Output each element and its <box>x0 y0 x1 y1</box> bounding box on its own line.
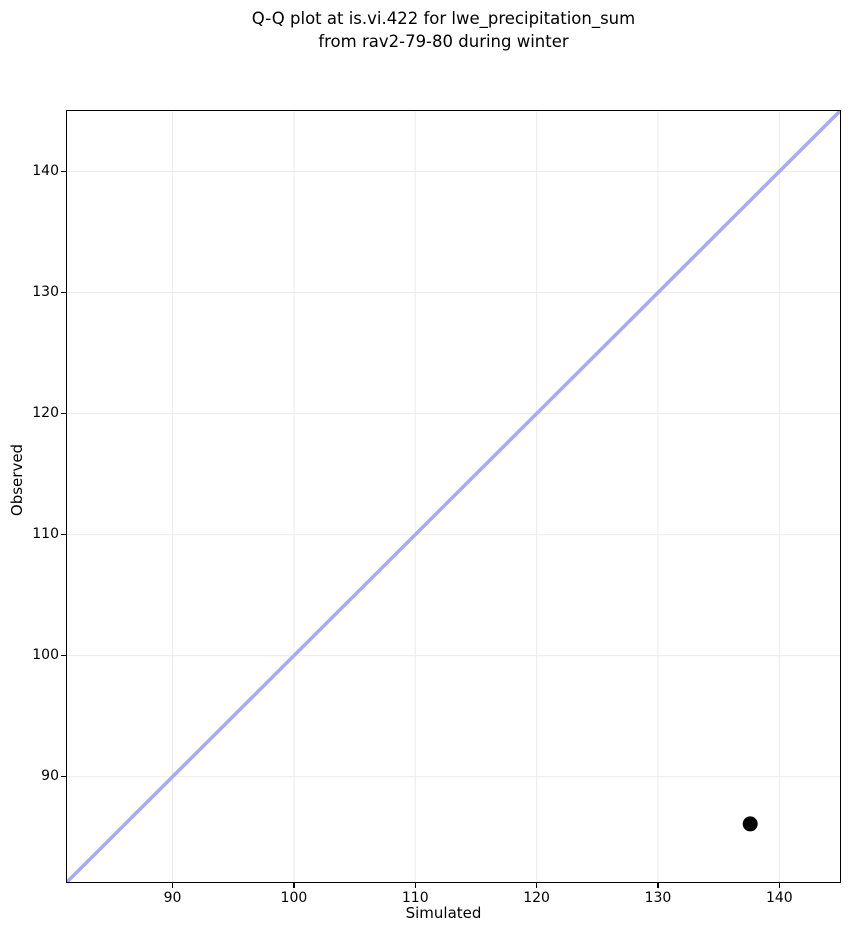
y-tick-mark <box>61 170 66 173</box>
chart-title-line-1: Q-Q plot at is.vi.422 for lwe_precipitat… <box>251 9 636 28</box>
x-tick-mark <box>171 883 174 888</box>
y-tick-mark <box>61 776 66 778</box>
plot-area <box>66 110 841 883</box>
y-tick-label: 130 <box>32 284 59 301</box>
x-tick-mark <box>536 883 538 888</box>
y-tick-mark <box>61 655 66 657</box>
x-tick-label: 130 <box>644 890 672 906</box>
chart-title: Q-Q plot at is.vi.422 for lwe_precipitat… <box>57 7 830 53</box>
y-tick-label: 120 <box>32 405 59 422</box>
x-tick-label: 100 <box>280 890 308 906</box>
y-tick-label: 100 <box>32 647 59 664</box>
chart-canvas <box>67 111 840 882</box>
x-tick-mark <box>293 883 295 888</box>
x-tick-mark <box>414 883 416 888</box>
y-tick-mark <box>61 534 66 536</box>
y-tick-label: 140 <box>32 163 59 180</box>
y-tick-mark <box>61 291 66 294</box>
x-tick-label: 140 <box>765 890 793 906</box>
x-tick-mark <box>778 883 780 888</box>
chart-title-line-2: from rav2-79-80 during winter <box>318 32 569 51</box>
y-axis-title: Observed <box>8 443 26 517</box>
y-tick-mark <box>61 412 66 415</box>
x-tick-label: 110 <box>401 890 429 906</box>
identity-line <box>67 111 840 882</box>
qq-point-marker <box>742 816 758 832</box>
y-tick-label: 110 <box>32 526 59 543</box>
y-tick-label: 90 <box>41 768 59 785</box>
x-tick-label: 90 <box>163 890 182 906</box>
x-tick-mark <box>657 883 659 888</box>
x-axis-title: Simulated <box>405 904 482 922</box>
x-tick-label: 120 <box>523 890 550 906</box>
